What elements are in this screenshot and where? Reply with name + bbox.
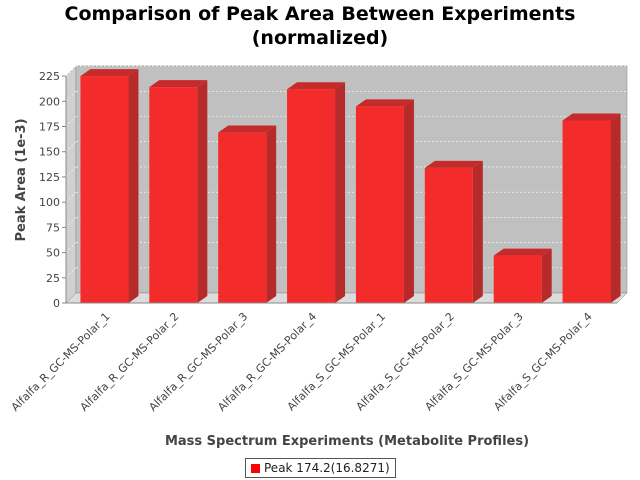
y-tick-label: 125 <box>39 171 60 184</box>
legend: Peak 174.2(16.8271) <box>245 458 396 478</box>
bar-front <box>355 106 404 303</box>
bar-top <box>355 99 414 107</box>
bar-front <box>218 132 267 303</box>
bar-top <box>493 248 552 256</box>
bar <box>424 160 483 303</box>
bar <box>493 248 552 303</box>
chart-title: Comparison of Peak Area Between Experime… <box>64 3 576 49</box>
bar <box>355 99 414 303</box>
bar-side <box>610 113 621 304</box>
bar-top <box>424 160 483 168</box>
y-tick-label: 50 <box>46 247 60 260</box>
y-tick-label: 200 <box>39 95 60 108</box>
y-tick-label: 225 <box>39 70 60 83</box>
bar-top <box>562 113 621 121</box>
bar-top <box>149 80 208 88</box>
y-tick-label: 150 <box>39 146 60 159</box>
y-tick-label: 0 <box>53 297 60 310</box>
bar <box>80 69 139 303</box>
legend-swatch <box>251 463 260 473</box>
bar-front <box>80 76 129 303</box>
bars <box>80 69 621 304</box>
bar-side <box>472 160 483 303</box>
bar-front <box>149 87 198 303</box>
legend-label: Peak 174.2(16.8271) <box>264 461 390 475</box>
y-tick-label: 75 <box>46 221 60 234</box>
y-axis-label: Peak Area (1e-3) <box>14 118 29 241</box>
y-tick-label: 175 <box>39 121 60 134</box>
bar-side <box>128 69 139 303</box>
bar-top <box>218 125 277 133</box>
y-tick-label: 25 <box>46 272 60 285</box>
bar <box>287 82 346 304</box>
bar-top <box>80 69 139 77</box>
bar-front <box>493 255 542 303</box>
x-axis-label: Mass Spectrum Experiments (Metabolite Pr… <box>165 434 529 449</box>
bar <box>149 80 208 303</box>
bar-top <box>287 82 346 90</box>
bar-side <box>335 82 346 304</box>
x-axis: Alfalfa_R_GC-MS-Polar_1Alfalfa_R_GC-MS-P… <box>9 302 617 414</box>
bar-side <box>197 80 208 303</box>
bar <box>562 113 621 304</box>
bar-front <box>287 89 336 304</box>
y-axis: 0 25 50 75 100 125 150 175 200 225 <box>39 70 67 310</box>
bar-side <box>266 125 277 303</box>
bar-front <box>424 167 473 303</box>
bar-side <box>403 99 414 303</box>
bar-front <box>562 120 611 304</box>
bar <box>218 125 277 303</box>
y-tick-label: 100 <box>39 196 60 209</box>
bar-side <box>541 248 552 303</box>
plot-left-wall <box>65 65 77 304</box>
